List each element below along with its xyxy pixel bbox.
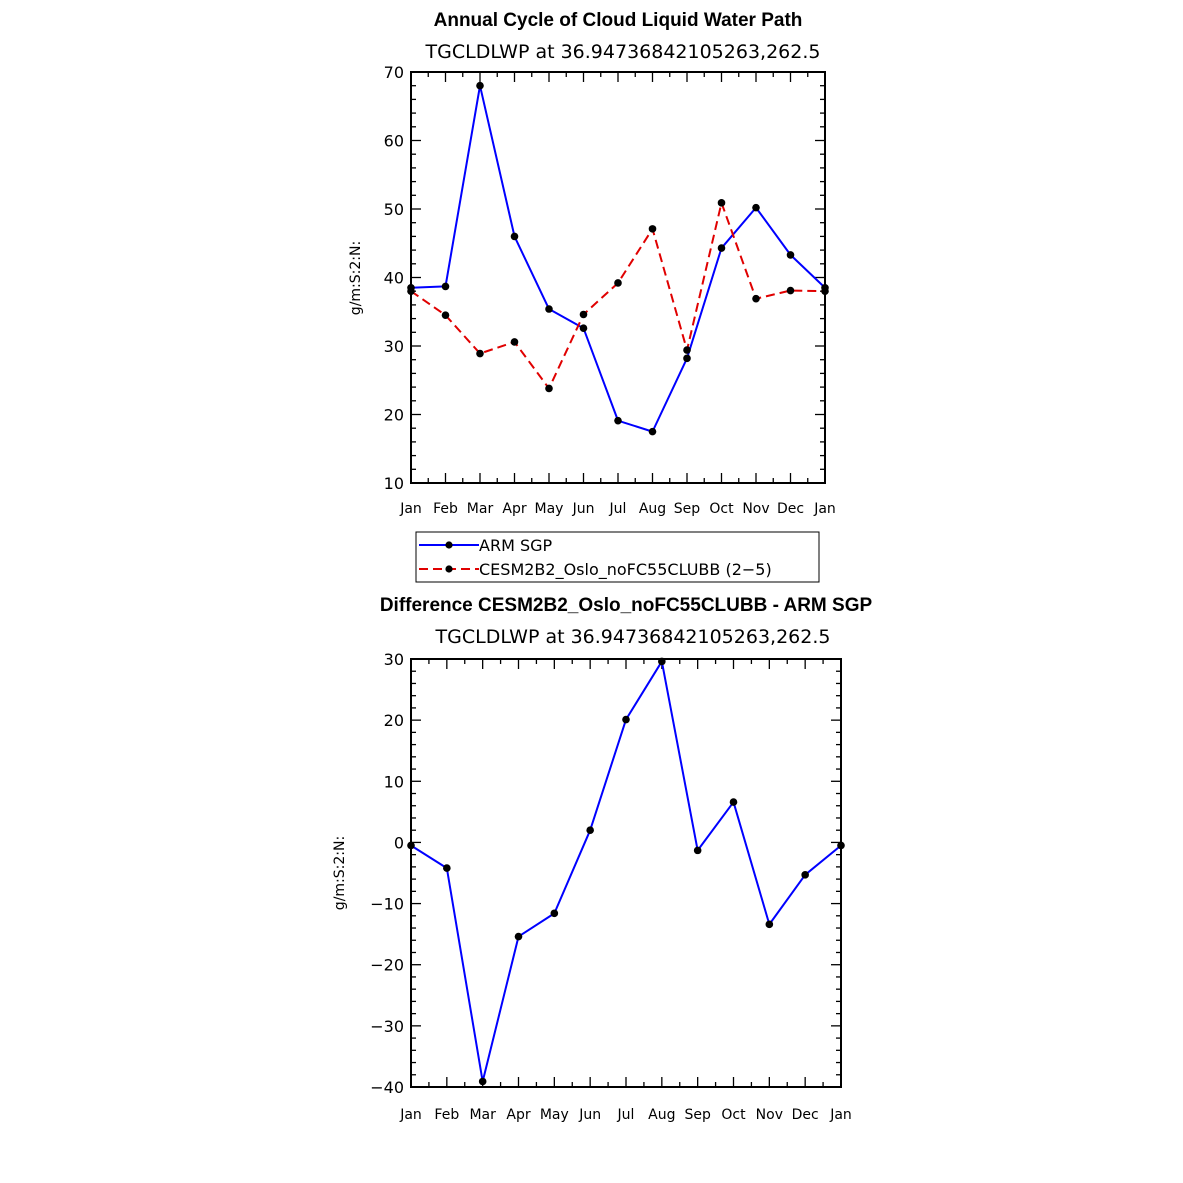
data-point xyxy=(545,384,553,393)
chart-subtitle: TGCLDLWP at 36.94736842105263,262.5 xyxy=(435,626,831,648)
y-tick-label: 60 xyxy=(384,132,404,151)
x-tick-label: Feb xyxy=(434,1107,459,1123)
data-point xyxy=(786,251,795,259)
data-point xyxy=(729,798,738,806)
x-tick-label: Dec xyxy=(777,501,804,517)
data-point xyxy=(786,286,795,295)
data-point xyxy=(717,199,726,207)
x-tick-label: Feb xyxy=(433,501,458,517)
x-tick-label: Aug xyxy=(648,1107,675,1123)
y-tick-label: 20 xyxy=(384,406,404,425)
legend-label-cesm: CESM2B2_Oslo_noFC55CLUBB (2−5) xyxy=(479,560,772,580)
data-point xyxy=(717,244,726,252)
x-tick-label: Jan xyxy=(813,501,836,517)
x-tick-label: Mar xyxy=(469,1107,496,1123)
y-tick-label: 40 xyxy=(384,269,404,288)
y-tick-label: 20 xyxy=(384,711,404,730)
legend-marker-cesm xyxy=(445,565,453,573)
legend-item-cesm: CESM2B2_Oslo_noFC55CLUBB (2−5) xyxy=(419,560,772,580)
x-tick-label: Jan xyxy=(399,501,422,517)
x-tick-label: Sep xyxy=(684,1107,711,1123)
x-tick-label: Jul xyxy=(609,501,627,517)
data-point xyxy=(510,232,519,241)
data-point xyxy=(545,305,553,313)
legend-label-arm-sgp: ARM SGP xyxy=(479,536,553,555)
data-point xyxy=(579,324,588,332)
data-point xyxy=(443,864,451,872)
x-tick-label: Nov xyxy=(742,501,769,517)
data-point xyxy=(765,920,774,929)
plot-series xyxy=(407,657,845,1086)
x-tick-label: Oct xyxy=(721,1107,746,1123)
x-tick-label: Aug xyxy=(639,501,666,517)
y-tick-label: 30 xyxy=(384,337,404,356)
y-tick-label: 70 xyxy=(384,63,404,82)
data-point xyxy=(658,657,666,666)
x-tick-label: Jan xyxy=(829,1107,852,1123)
y-tick-label: −40 xyxy=(370,1078,404,1097)
x-tick-label: May xyxy=(540,1107,569,1123)
y-tick-label: 50 xyxy=(384,200,404,219)
data-point xyxy=(752,203,760,212)
legend-marker-arm-sgp xyxy=(445,541,453,549)
y-axis-label: g/m:S:2:N: xyxy=(348,241,364,315)
data-point xyxy=(648,225,657,233)
plot-series xyxy=(407,81,829,436)
y-tick-label: 30 xyxy=(384,650,404,669)
data-point xyxy=(683,354,691,363)
y-tick-label: −10 xyxy=(370,895,404,914)
legend: ARM SGP CESM2B2_Oslo_noFC55CLUBB (2−5) xyxy=(415,531,820,583)
x-tick-label: Jun xyxy=(572,501,595,517)
data-point xyxy=(441,282,450,291)
data-point xyxy=(693,846,702,855)
data-point xyxy=(476,81,484,90)
data-point xyxy=(514,932,523,941)
y-tick-label: 10 xyxy=(384,772,404,791)
x-tick-label: Sep xyxy=(674,501,701,517)
data-point xyxy=(476,349,484,358)
data-point xyxy=(614,279,622,287)
annual-cycle-panel: Annual Cycle of Cloud Liquid Water Path … xyxy=(348,10,836,517)
x-tick-label: Dec xyxy=(792,1107,819,1123)
x-tick-label: Jan xyxy=(399,1107,422,1123)
x-tick-label: Apr xyxy=(502,501,526,517)
data-point xyxy=(821,287,829,296)
data-point xyxy=(586,826,594,834)
plot-axes: −40 −30 −20 −10 0 10 20 30 Jan Feb Mar Apr May Jun Jul… xyxy=(370,650,852,1123)
x-tick-label: Oct xyxy=(709,501,734,517)
y-tick-label: −20 xyxy=(370,956,404,975)
chart-title: Difference CESM2B2_Oslo_noFC55CLUBB - AR… xyxy=(380,595,873,616)
x-tick-label: Apr xyxy=(506,1107,530,1123)
y-tick-label: 0 xyxy=(394,833,404,852)
difference-panel: Difference CESM2B2_Oslo_noFC55CLUBB - AR… xyxy=(332,595,872,1123)
data-point xyxy=(478,1077,487,1086)
legend-box xyxy=(415,531,820,583)
chart-subtitle: TGCLDLWP at 36.94736842105263,262.5 xyxy=(425,41,821,63)
y-tick-label: 10 xyxy=(384,474,404,493)
data-point xyxy=(683,346,691,354)
x-tick-label: Jun xyxy=(578,1107,601,1123)
plot-axes: 10 20 30 40 50 60 70 Jan Feb Mar Apr May Jun Jul Aug Se… xyxy=(384,63,836,517)
x-tick-label: May xyxy=(535,501,564,517)
data-point xyxy=(550,909,559,918)
data-point xyxy=(837,841,845,850)
data-point xyxy=(752,294,760,303)
y-axis-label: g/m:S:2:N: xyxy=(332,836,348,910)
data-point xyxy=(441,311,450,319)
data-point xyxy=(648,427,657,436)
legend-item-arm-sgp: ARM SGP xyxy=(419,536,553,555)
data-point xyxy=(407,841,415,850)
data-point xyxy=(579,310,588,319)
x-tick-label: Mar xyxy=(467,501,494,517)
data-point xyxy=(801,871,809,879)
x-tick-label: Jul xyxy=(617,1107,635,1123)
chart-title: Annual Cycle of Cloud Liquid Water Path xyxy=(434,10,803,31)
data-point xyxy=(622,715,630,724)
y-tick-label: −30 xyxy=(370,1017,404,1036)
data-point xyxy=(510,338,519,346)
data-point xyxy=(407,287,415,296)
data-point xyxy=(614,416,622,425)
x-tick-label: Nov xyxy=(756,1107,783,1123)
